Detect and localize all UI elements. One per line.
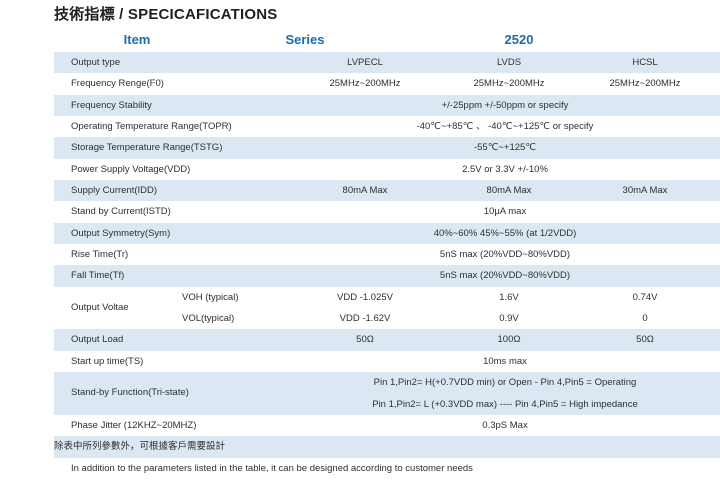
voh-lvds: 1.6V xyxy=(499,291,519,303)
voh-label: VOH (typical) xyxy=(182,291,239,303)
table-row: Output Load 50Ω 100Ω 50Ω xyxy=(54,329,720,351)
value-lvpecl: LVPECL xyxy=(347,57,383,68)
table-row: Fall Time(Tf) 5nS max (20%VDD~80%VDD) xyxy=(54,265,720,287)
value-lvpecl: 80mA Max xyxy=(342,185,388,197)
row-label: Frequency Stability xyxy=(71,99,152,111)
row-label: Power Supply Voltage(VDD) xyxy=(71,163,191,175)
value-all: -55℃~+125℃ xyxy=(473,142,536,154)
vol-lvds: 0.9V xyxy=(499,313,519,325)
table-row: Stand by Current(ISTD) 10μA max xyxy=(54,201,720,223)
vol-hcsl: 0 xyxy=(642,313,648,325)
value-lvds: LVDS xyxy=(496,57,522,68)
value-lvds: 100Ω xyxy=(497,334,521,346)
value-all: 2.5V or 3.3V +/-10% xyxy=(462,163,548,175)
table-row: Operating Temperature Range(TOPR) -40℃~+… xyxy=(54,116,720,138)
value-all: 10ms max xyxy=(483,355,527,367)
table-row: Frequency Stability +/-25ppm +/-50ppm or… xyxy=(54,94,720,117)
table-row: Power Supply Voltage(VDD) 2.5V or 3.3V +… xyxy=(54,158,720,181)
table-row: Output Symmetry(Sym) 40%~60% 45%~55% (at… xyxy=(54,222,720,245)
table-row: Rise Time(Tr) 5nS max (20%VDD~80%VDD) xyxy=(54,244,720,266)
voh-hcsl: 0.74V xyxy=(632,291,658,303)
table-row: Output type LVPECL LVDS HCSL xyxy=(54,52,720,74)
row-label: Output Voltae xyxy=(71,301,129,313)
table-row-standby: Stand-by Function(Tri-state) Pin 1,Pin2=… xyxy=(54,372,720,415)
row-label: Start up time(TS) xyxy=(71,355,144,367)
row-label: Operating Temperature Range(TOPR) xyxy=(71,121,232,133)
row-label: Output Load xyxy=(71,334,124,346)
value-all: 5nS max (20%VDD~80%VDD) xyxy=(439,249,571,261)
note-row-english: In addition to the parameters listed in … xyxy=(54,457,720,479)
value-hcsl: HCSL xyxy=(632,57,658,68)
value-hcsl: 25MHz~200MHz xyxy=(609,78,681,90)
table-row-output-voltage: Output Voltae VOH (typical) VDD -1.025V … xyxy=(54,286,720,330)
voh-lvpecl: VDD -1.025V xyxy=(337,291,393,303)
row-label: Output type xyxy=(71,57,121,68)
row-label: Storage Temperature Range(TSTG) xyxy=(71,142,223,154)
row-label: Rise Time(Tr) xyxy=(71,249,129,261)
value-all: 10μA max xyxy=(483,206,527,218)
spec-table: Output type LVPECL LVDS HCSL Frequency R… xyxy=(54,52,720,479)
value-all: 40%~60% 45%~55% (at 1/2VDD) xyxy=(433,227,577,239)
vol-lvpecl: VDD -1.62V xyxy=(339,313,391,325)
standby-line-1: Pin 1,Pin2= H(+0.7VDD min) or Open - Pin… xyxy=(373,377,637,389)
value-all: -40℃~+85℃ 、 -40℃~+125℃ or specify xyxy=(416,121,594,133)
row-label: Stand-by Function(Tri-state) xyxy=(71,387,189,399)
table-row: Supply Current(IDD) 80mA Max 80mA Max 30… xyxy=(54,180,720,202)
value-hcsl: 50Ω xyxy=(636,334,654,346)
value-hcsl: 30mA Max xyxy=(622,185,668,197)
note-row-chinese: 除表中所列參數外，可根據客戶需要設計 xyxy=(54,436,720,458)
row-label: Output Symmetry(Sym) xyxy=(71,227,171,239)
header-series: Series xyxy=(285,32,325,47)
value-lvpecl: 25MHz~200MHz xyxy=(329,78,401,90)
value-all: 0.3pS Max xyxy=(482,419,528,431)
row-label: Stand by Current(ISTD) xyxy=(71,206,171,218)
page-title: 技術指標 / SPECICAFICATIONS xyxy=(54,6,278,23)
value-all: 5nS max (20%VDD~80%VDD) xyxy=(439,270,571,282)
row-label: Frequency Renge(F0) xyxy=(71,78,164,90)
value-lvpecl: 50Ω xyxy=(356,334,374,346)
value-lvds: 80mA Max xyxy=(486,185,532,197)
header-item: Item xyxy=(123,32,151,47)
row-label: Supply Current(IDD) xyxy=(71,185,158,197)
table-row: Phase Jitter (12KHZ~20MHZ) 0.3pS Max xyxy=(54,414,720,437)
vol-label: VOL(typical) xyxy=(182,313,235,325)
note-chinese: 除表中所列參數外，可根據客戶需要設計 xyxy=(54,441,226,453)
value-lvds: 25MHz~200MHz xyxy=(473,78,545,90)
note-english: In addition to the parameters listed in … xyxy=(71,462,473,474)
row-label: Phase Jitter (12KHZ~20MHZ) xyxy=(71,419,197,431)
header-model: 2520 xyxy=(504,32,534,47)
standby-line-2: Pin 1,Pin2= L (+0.3VDD max) ---- Pin 4,P… xyxy=(372,398,638,410)
row-label: Fall Time(Tf) xyxy=(71,270,125,282)
value-all: +/-25ppm +/-50ppm or specify xyxy=(441,99,569,111)
table-row: Frequency Renge(F0) 25MHz~200MHz 25MHz~2… xyxy=(54,73,720,95)
table-row: Storage Temperature Range(TSTG) -55℃~+12… xyxy=(54,137,720,159)
table-row: Start up time(TS) 10ms max xyxy=(54,350,720,373)
